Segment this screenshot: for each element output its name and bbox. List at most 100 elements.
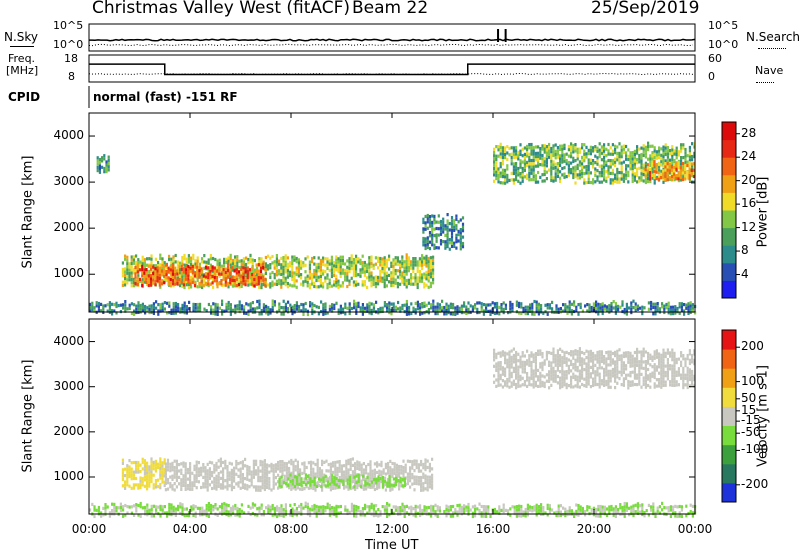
heat-cell (296, 473, 299, 477)
heat-cell (124, 280, 127, 284)
heat-cell (150, 463, 153, 467)
heat-cell (532, 162, 535, 166)
heat-cell (176, 278, 179, 282)
heat-cell (554, 143, 557, 147)
heat-cell (493, 358, 496, 362)
heat-cell (206, 469, 209, 473)
heat-cell (276, 514, 279, 519)
heat-cell (249, 282, 252, 286)
heat-cell (402, 459, 405, 463)
heat-cell (397, 509, 400, 513)
heat-cell (173, 482, 176, 486)
heat-cell (103, 157, 106, 161)
heat-cell (493, 311, 496, 315)
heat-cell (347, 471, 350, 475)
heat-cell (230, 475, 233, 479)
heat-cell (526, 148, 529, 152)
heat-cell (598, 164, 601, 168)
heat-cell (414, 311, 417, 315)
heat-cell (317, 305, 320, 309)
power-heatmap (89, 141, 697, 317)
heat-cell (136, 279, 139, 283)
heat-cell (576, 154, 579, 158)
heat-cell (600, 167, 603, 171)
heat-cell (426, 488, 429, 492)
heat-cell (163, 511, 166, 515)
heat-cell (447, 304, 450, 308)
heat-cell (409, 472, 412, 476)
heat-cell (268, 470, 271, 474)
heat-cell (461, 225, 465, 230)
heat-cell (132, 473, 135, 477)
heat-cell (497, 167, 500, 171)
heat-cell (308, 263, 311, 267)
heat-cell (563, 143, 566, 147)
heat-cell (684, 154, 687, 158)
heat-cell (361, 513, 364, 517)
heat-cell (319, 262, 322, 266)
heat-cell (508, 178, 511, 182)
heat-cell (535, 300, 538, 304)
heat-cell (677, 166, 680, 170)
heat-cell (215, 484, 218, 488)
heat-cell (174, 507, 177, 511)
heat-cell (689, 503, 692, 507)
heat-cell (356, 482, 359, 486)
heat-cell (253, 259, 256, 263)
heat-cell (388, 257, 391, 261)
heat-cell (667, 311, 670, 315)
heat-cell (577, 504, 580, 508)
heat-cell (175, 462, 178, 467)
heat-cell (216, 507, 219, 511)
heat-cell (213, 476, 216, 481)
heat-cell (487, 508, 490, 512)
heat-cell (157, 303, 160, 307)
heat-cell (374, 262, 377, 266)
heat-cell (181, 284, 184, 288)
heat-cell (320, 508, 323, 512)
heat-cell (430, 303, 433, 307)
heat-cell (236, 264, 239, 268)
heat-cell (454, 309, 457, 313)
heat-cell (526, 384, 529, 388)
heat-cell (103, 170, 106, 174)
heat-cell (568, 300, 571, 304)
heat-cell (184, 462, 187, 466)
heat-cell (163, 268, 166, 272)
heat-cell (257, 263, 260, 267)
heat-cell (225, 506, 228, 510)
heat-cell (244, 270, 247, 274)
heat-cell (664, 149, 667, 153)
heat-cell (548, 507, 551, 511)
heat-cell (426, 485, 429, 489)
heat-cell (404, 470, 407, 474)
heat-cell (679, 169, 682, 173)
heat-cell (132, 277, 135, 281)
heat-cell (146, 306, 149, 310)
heat-cell (618, 158, 621, 162)
heat-cell (216, 259, 219, 263)
heat-cell (133, 513, 136, 517)
heat-cell (519, 362, 522, 366)
heat-cell (93, 508, 96, 512)
heat-cell (379, 279, 382, 283)
heat-cell (180, 468, 183, 472)
heat-cell (530, 367, 533, 371)
heat-cell (610, 308, 613, 312)
heat-cell (539, 175, 542, 179)
heat-cell (537, 158, 540, 162)
heat-cell (187, 280, 190, 284)
heat-cell (495, 177, 498, 181)
heat-cell (448, 247, 451, 251)
heat-cell (235, 268, 238, 272)
heat-cell (445, 309, 448, 313)
heat-cell (177, 504, 180, 508)
heat-cell (672, 308, 675, 312)
heat-cell (238, 303, 241, 307)
heat-cell (273, 303, 276, 307)
heat-cell (271, 270, 274, 275)
heat-cell (259, 266, 263, 270)
heat-cell (679, 175, 682, 179)
heat-cell (169, 481, 172, 486)
heat-cell (348, 479, 351, 483)
